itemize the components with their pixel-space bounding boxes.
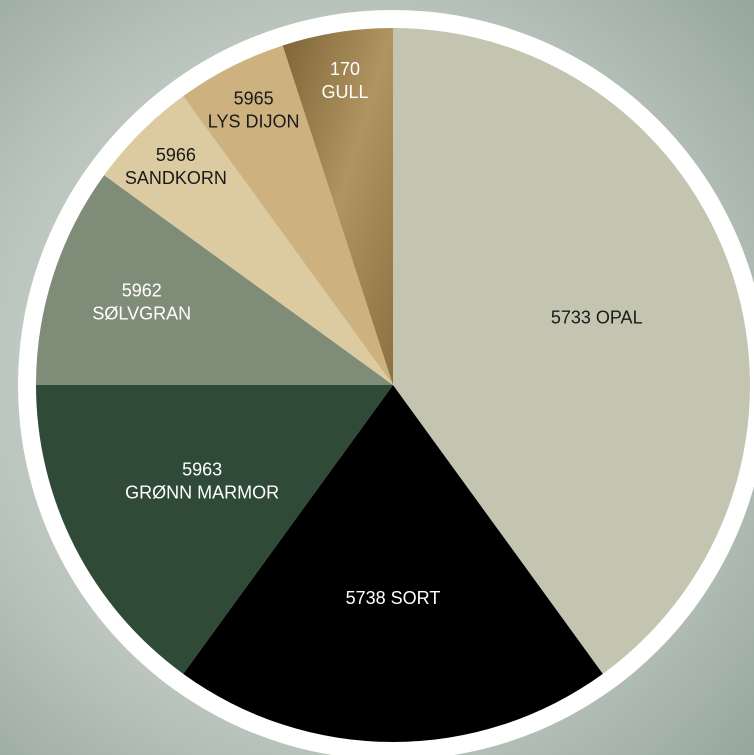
slice-label: 5966 (156, 145, 196, 165)
pie-slice (183, 385, 603, 743)
slice-label: 5965 (234, 89, 274, 109)
slice-label: 5962 (122, 281, 162, 301)
pie-slice (183, 45, 393, 385)
pie-slice (282, 28, 393, 385)
pie-slice (393, 28, 751, 674)
pie-slice (36, 175, 393, 385)
slice-label: 170 (330, 59, 360, 79)
slice-label: SANDKORN (125, 168, 227, 188)
pie-slice (104, 96, 393, 385)
slice-label: GRØNN MARMOR (125, 482, 279, 502)
slice-label: 5738 SORT (346, 588, 441, 608)
slice-label: 5963 (182, 459, 222, 479)
slice-label: SØLVGRAN (92, 304, 191, 324)
slice-label: LYS DIJON (208, 112, 300, 132)
slice-label: 5733 OPAL (551, 308, 643, 328)
slice-label: GULL (321, 82, 368, 102)
pie-slice (36, 385, 393, 674)
